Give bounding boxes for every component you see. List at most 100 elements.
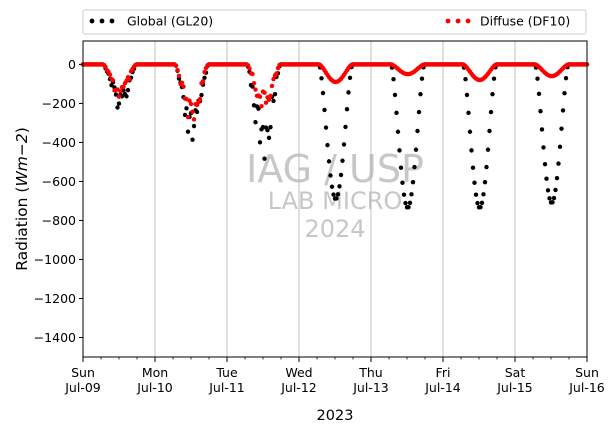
- y-tick-label: −1000: [34, 252, 76, 267]
- diffuse-point: [185, 114, 191, 120]
- global-point: [253, 120, 258, 125]
- global-point: [335, 192, 341, 197]
- global-point: [469, 148, 474, 153]
- x-tick-date-label: Jul-15: [496, 380, 533, 395]
- global-point: [184, 106, 189, 111]
- y-tick-label: −1400: [34, 330, 76, 345]
- global-point: [466, 110, 471, 116]
- global-point: [329, 184, 335, 189]
- y-tick-label: −200: [42, 96, 76, 111]
- global-point: [395, 129, 401, 134]
- global-point: [392, 92, 398, 98]
- global-point: [557, 144, 563, 149]
- global-point: [413, 147, 419, 152]
- y-axis-label-unit: Wm−2: [13, 133, 31, 186]
- x-axis: SunJul-09MonJul-10TueJul-11WedJul-12ThuJ…: [64, 357, 605, 395]
- global-point: [487, 128, 492, 134]
- watermark-line1: IAG / USP: [246, 147, 424, 191]
- global-point: [559, 126, 564, 131]
- global-point: [272, 91, 278, 97]
- global-point: [541, 145, 546, 150]
- diffuse-point: [116, 94, 122, 99]
- global-point: [488, 109, 494, 115]
- global-point: [341, 142, 347, 147]
- global-point: [551, 195, 557, 201]
- global-point: [491, 76, 497, 81]
- global-point: [401, 192, 407, 197]
- diffuse-point: [253, 87, 258, 92]
- series-diffuse-points: [80, 62, 590, 122]
- global-point: [265, 128, 270, 133]
- diffuse-point: [262, 90, 267, 95]
- global-point: [470, 165, 476, 170]
- global-point: [556, 161, 561, 166]
- global-point: [266, 135, 272, 141]
- global-point: [419, 76, 425, 81]
- global-point: [323, 125, 329, 130]
- global-point: [562, 90, 567, 96]
- global-point: [320, 90, 326, 96]
- global-point: [463, 77, 468, 82]
- global-point: [115, 105, 120, 110]
- global-point: [346, 90, 351, 95]
- global-point: [190, 137, 195, 142]
- global-point: [481, 192, 486, 197]
- global-point: [415, 128, 420, 134]
- watermark-line3: 2024: [304, 215, 365, 243]
- global-point: [125, 87, 131, 93]
- x-tick-day-label: Sat: [505, 365, 526, 380]
- global-point: [538, 109, 543, 114]
- diffuse-point: [110, 78, 116, 83]
- diffuse-point: [257, 94, 263, 99]
- diffuse-point: [188, 101, 194, 107]
- watermark-line2: LAB MICRO: [268, 187, 403, 215]
- global-point: [116, 101, 122, 106]
- x-tick-date-label: Jul-12: [280, 380, 317, 395]
- global-point: [319, 76, 324, 81]
- legend-frame: [82, 9, 587, 35]
- global-point: [490, 92, 495, 97]
- global-point: [535, 76, 540, 81]
- y-axis-label: Radiation (Wm−2): [13, 127, 31, 271]
- diffuse-point: [175, 67, 180, 73]
- diffuse-point: [176, 73, 182, 78]
- global-point: [331, 192, 336, 197]
- global-point: [256, 106, 261, 111]
- diffuse-point: [269, 83, 275, 89]
- legend-global-label: Global (GL20): [127, 14, 213, 29]
- diffuse-point: [107, 72, 113, 77]
- global-point: [194, 109, 200, 115]
- y-axis: 0 −200 −400 −600 −800 −1000 −1200 −1400: [34, 57, 83, 345]
- global-point: [418, 92, 423, 97]
- global-point: [328, 173, 333, 178]
- x-tick-date-label: Jul-09: [64, 380, 101, 395]
- global-point: [485, 147, 491, 152]
- diffuse-point: [245, 63, 251, 68]
- diffuse-point: [191, 117, 197, 122]
- global-point: [475, 200, 480, 206]
- x-tick-date-label: Jul-10: [136, 380, 173, 395]
- x-tick-date-label: Jul-13: [352, 380, 389, 395]
- legend-diffuse-marker: [445, 18, 471, 24]
- diffuse-point: [179, 80, 185, 86]
- global-point: [347, 75, 353, 80]
- legend-global-marker: [89, 18, 115, 24]
- global-point: [391, 77, 396, 82]
- diffuse-point: [274, 71, 279, 76]
- global-point: [544, 176, 549, 181]
- x-tick-day-label: Thu: [358, 365, 382, 380]
- x-gridlines: [154, 41, 516, 357]
- global-point: [340, 158, 345, 163]
- diffuse-point: [173, 63, 179, 68]
- global-point: [202, 75, 207, 80]
- global-point: [185, 129, 191, 134]
- global-point: [199, 92, 204, 98]
- global-point: [407, 200, 413, 205]
- diffuse-point: [200, 79, 206, 84]
- global-point: [262, 156, 267, 161]
- global-point: [545, 188, 551, 193]
- y-tick-label: 0: [68, 57, 76, 72]
- diffuse-point: [250, 71, 255, 77]
- y-tick-label: −600: [42, 174, 76, 189]
